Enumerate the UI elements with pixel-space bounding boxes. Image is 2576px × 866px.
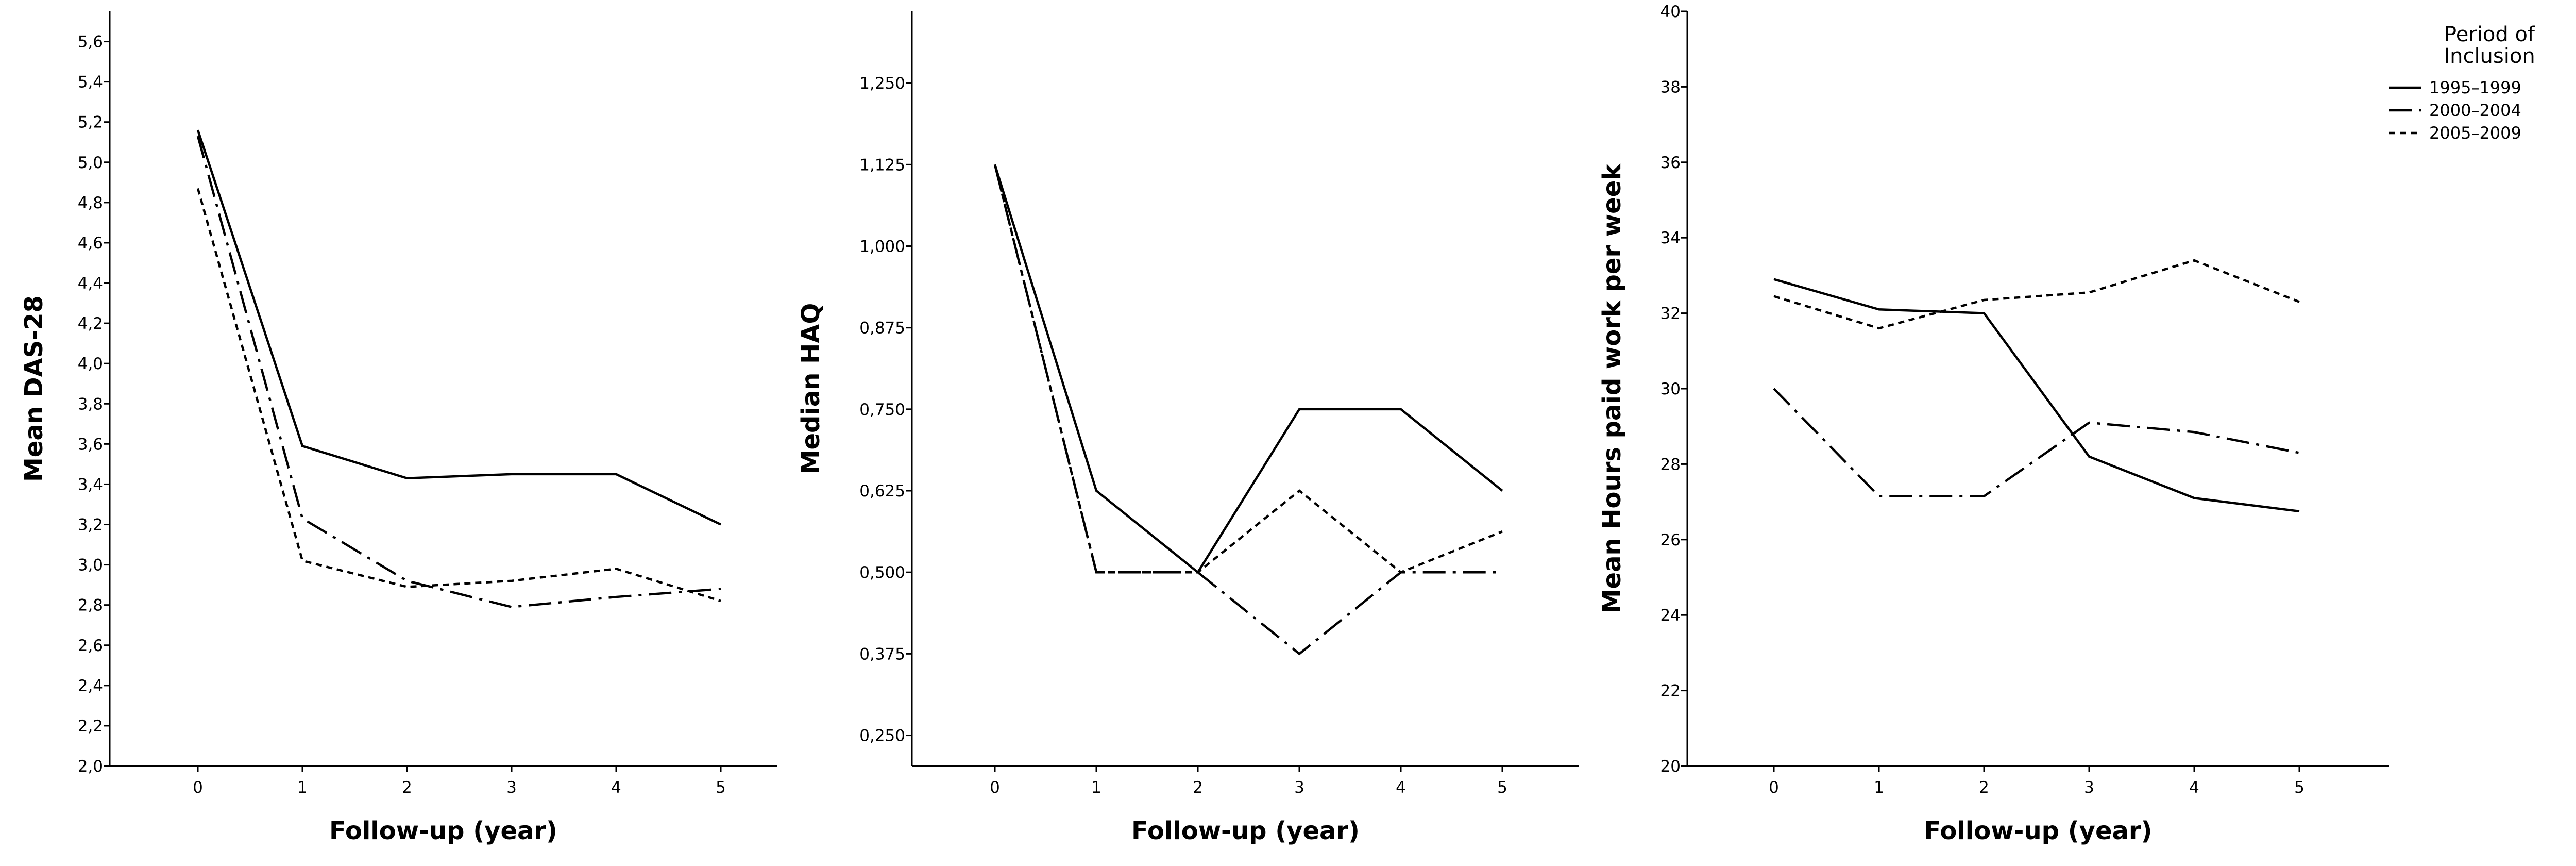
series-line-1995-1999 [1773, 278, 2300, 513]
x-tick-label: 5 [2294, 778, 2304, 797]
x-tick-label: 2 [1979, 778, 1989, 797]
x-tick-label: 4 [611, 778, 621, 797]
y-axis-title: Mean Hours paid work per week [1598, 163, 1626, 614]
y-tick-label: 1,250 [859, 74, 905, 93]
y-tick-label: 2,6 [78, 637, 103, 655]
y-tick-label: 5,0 [78, 154, 103, 172]
chart-das28: 2,0 2,2 2,4 2,6 2,8 3,0 3,2 3,4 3,6 3,8 4,0 4,2 4,4 4… [20, 11, 777, 845]
legend-label: 2005–2009 [2429, 123, 2521, 143]
y-tick-label: 5,2 [78, 113, 103, 132]
x-tick-label: 1 [297, 778, 308, 797]
y-tick-label: 28 [1660, 455, 1681, 474]
y-tick-label: 30 [1660, 380, 1681, 398]
x-tick-label: 3 [1294, 778, 1304, 797]
legend-title-line2: Inclusion [2444, 44, 2535, 68]
x-axis-title: Follow-up (year) [329, 817, 557, 845]
y-tick-label: 32 [1660, 305, 1681, 323]
y-tick-label: 5,6 [78, 33, 103, 52]
x-tick-label: 2 [402, 778, 412, 797]
y-tick-label: 2,4 [78, 677, 103, 695]
x-tick-label: 0 [193, 778, 203, 797]
y-tick-label: 36 [1660, 154, 1681, 172]
x-tick-label: 5 [1497, 778, 1507, 797]
legend-title-line1: Period of [2444, 23, 2535, 46]
series-line-2000-2004 [1773, 388, 2300, 497]
x-tick-label: 4 [1396, 778, 1406, 797]
y-tick-label: 4,4 [78, 274, 103, 293]
y-tick-label: 2,0 [78, 757, 103, 776]
y-tick-label: 4,2 [78, 314, 103, 333]
y-tick-label: 4,8 [78, 194, 103, 212]
y-tick-label: 5,4 [78, 73, 103, 92]
y-tick-label: 38 [1660, 78, 1681, 96]
x-axis-title: Follow-up (year) [1131, 817, 1360, 845]
y-tick-label: 40 [1660, 3, 1681, 21]
series-line-2005-2009 [993, 164, 1503, 574]
series-line-2005-2009 [1773, 259, 2300, 330]
y-tick-label: 1,125 [859, 156, 905, 174]
x-tick-label: 3 [506, 778, 517, 797]
x-tick-label: 0 [1769, 778, 1779, 797]
y-tick-label: 3,8 [78, 395, 103, 413]
y-tick-label: 3,4 [78, 475, 103, 494]
y-tick-label: 0,250 [859, 727, 905, 745]
x-axis-title: Follow-up (year) [1924, 817, 2153, 845]
y-tick-label: 0,625 [859, 482, 905, 501]
series-line-1995-1999 [196, 129, 721, 526]
y-tick-label: 0,750 [859, 401, 905, 419]
legend-label: 2000–2004 [2429, 101, 2521, 120]
y-tick-label: 24 [1660, 606, 1681, 625]
y-axis-title: Mean DAS-28 [20, 295, 48, 482]
series-line-2000-2004 [196, 136, 721, 608]
y-tick-label: 34 [1660, 229, 1681, 247]
y-tick-label: 26 [1660, 531, 1681, 549]
y-axis-title: Median HAQ [796, 303, 825, 475]
y-tick-label: 2,8 [78, 596, 103, 615]
x-tick-label: 2 [1193, 778, 1203, 797]
y-tick-label: 4,0 [78, 355, 103, 373]
x-tick-label: 0 [990, 778, 1000, 797]
x-tick-label: 5 [716, 778, 726, 797]
y-tick-label: 20 [1660, 757, 1681, 776]
y-tick-label: 3,6 [78, 435, 103, 454]
legend-entries: 1995–1999 2000–2004 2005–2009 [2389, 78, 2521, 143]
legend: Period of Inclusion 1995–1999 2000–2004 20… [2389, 23, 2535, 143]
x-tick-label: 1 [1091, 778, 1101, 797]
y-tick-label: 0,875 [859, 319, 905, 338]
y-tick-label: 3,0 [78, 556, 103, 575]
y-tick-label: 4,6 [78, 234, 103, 253]
y-tick-label: 2,2 [78, 717, 103, 736]
x-tick-label: 1 [1874, 778, 1884, 797]
chart-haq: 0,250 0,375 0,500 0,625 0,750 0,875 1,000 1,125… [796, 11, 1579, 845]
x-tick-label: 4 [2189, 778, 2199, 797]
series-line-1995-1999 [993, 164, 1503, 574]
y-tick-label: 3,2 [78, 516, 103, 535]
y-tick-label: 0,375 [859, 645, 905, 663]
x-tick-label: 3 [2084, 778, 2094, 797]
y-tick-label: 1,000 [859, 238, 905, 256]
y-tick-label: 0,500 [859, 563, 905, 582]
series-line-2005-2009 [196, 188, 721, 603]
legend-label: 1995–1999 [2429, 78, 2521, 97]
y-tick-label: 22 [1660, 682, 1681, 701]
